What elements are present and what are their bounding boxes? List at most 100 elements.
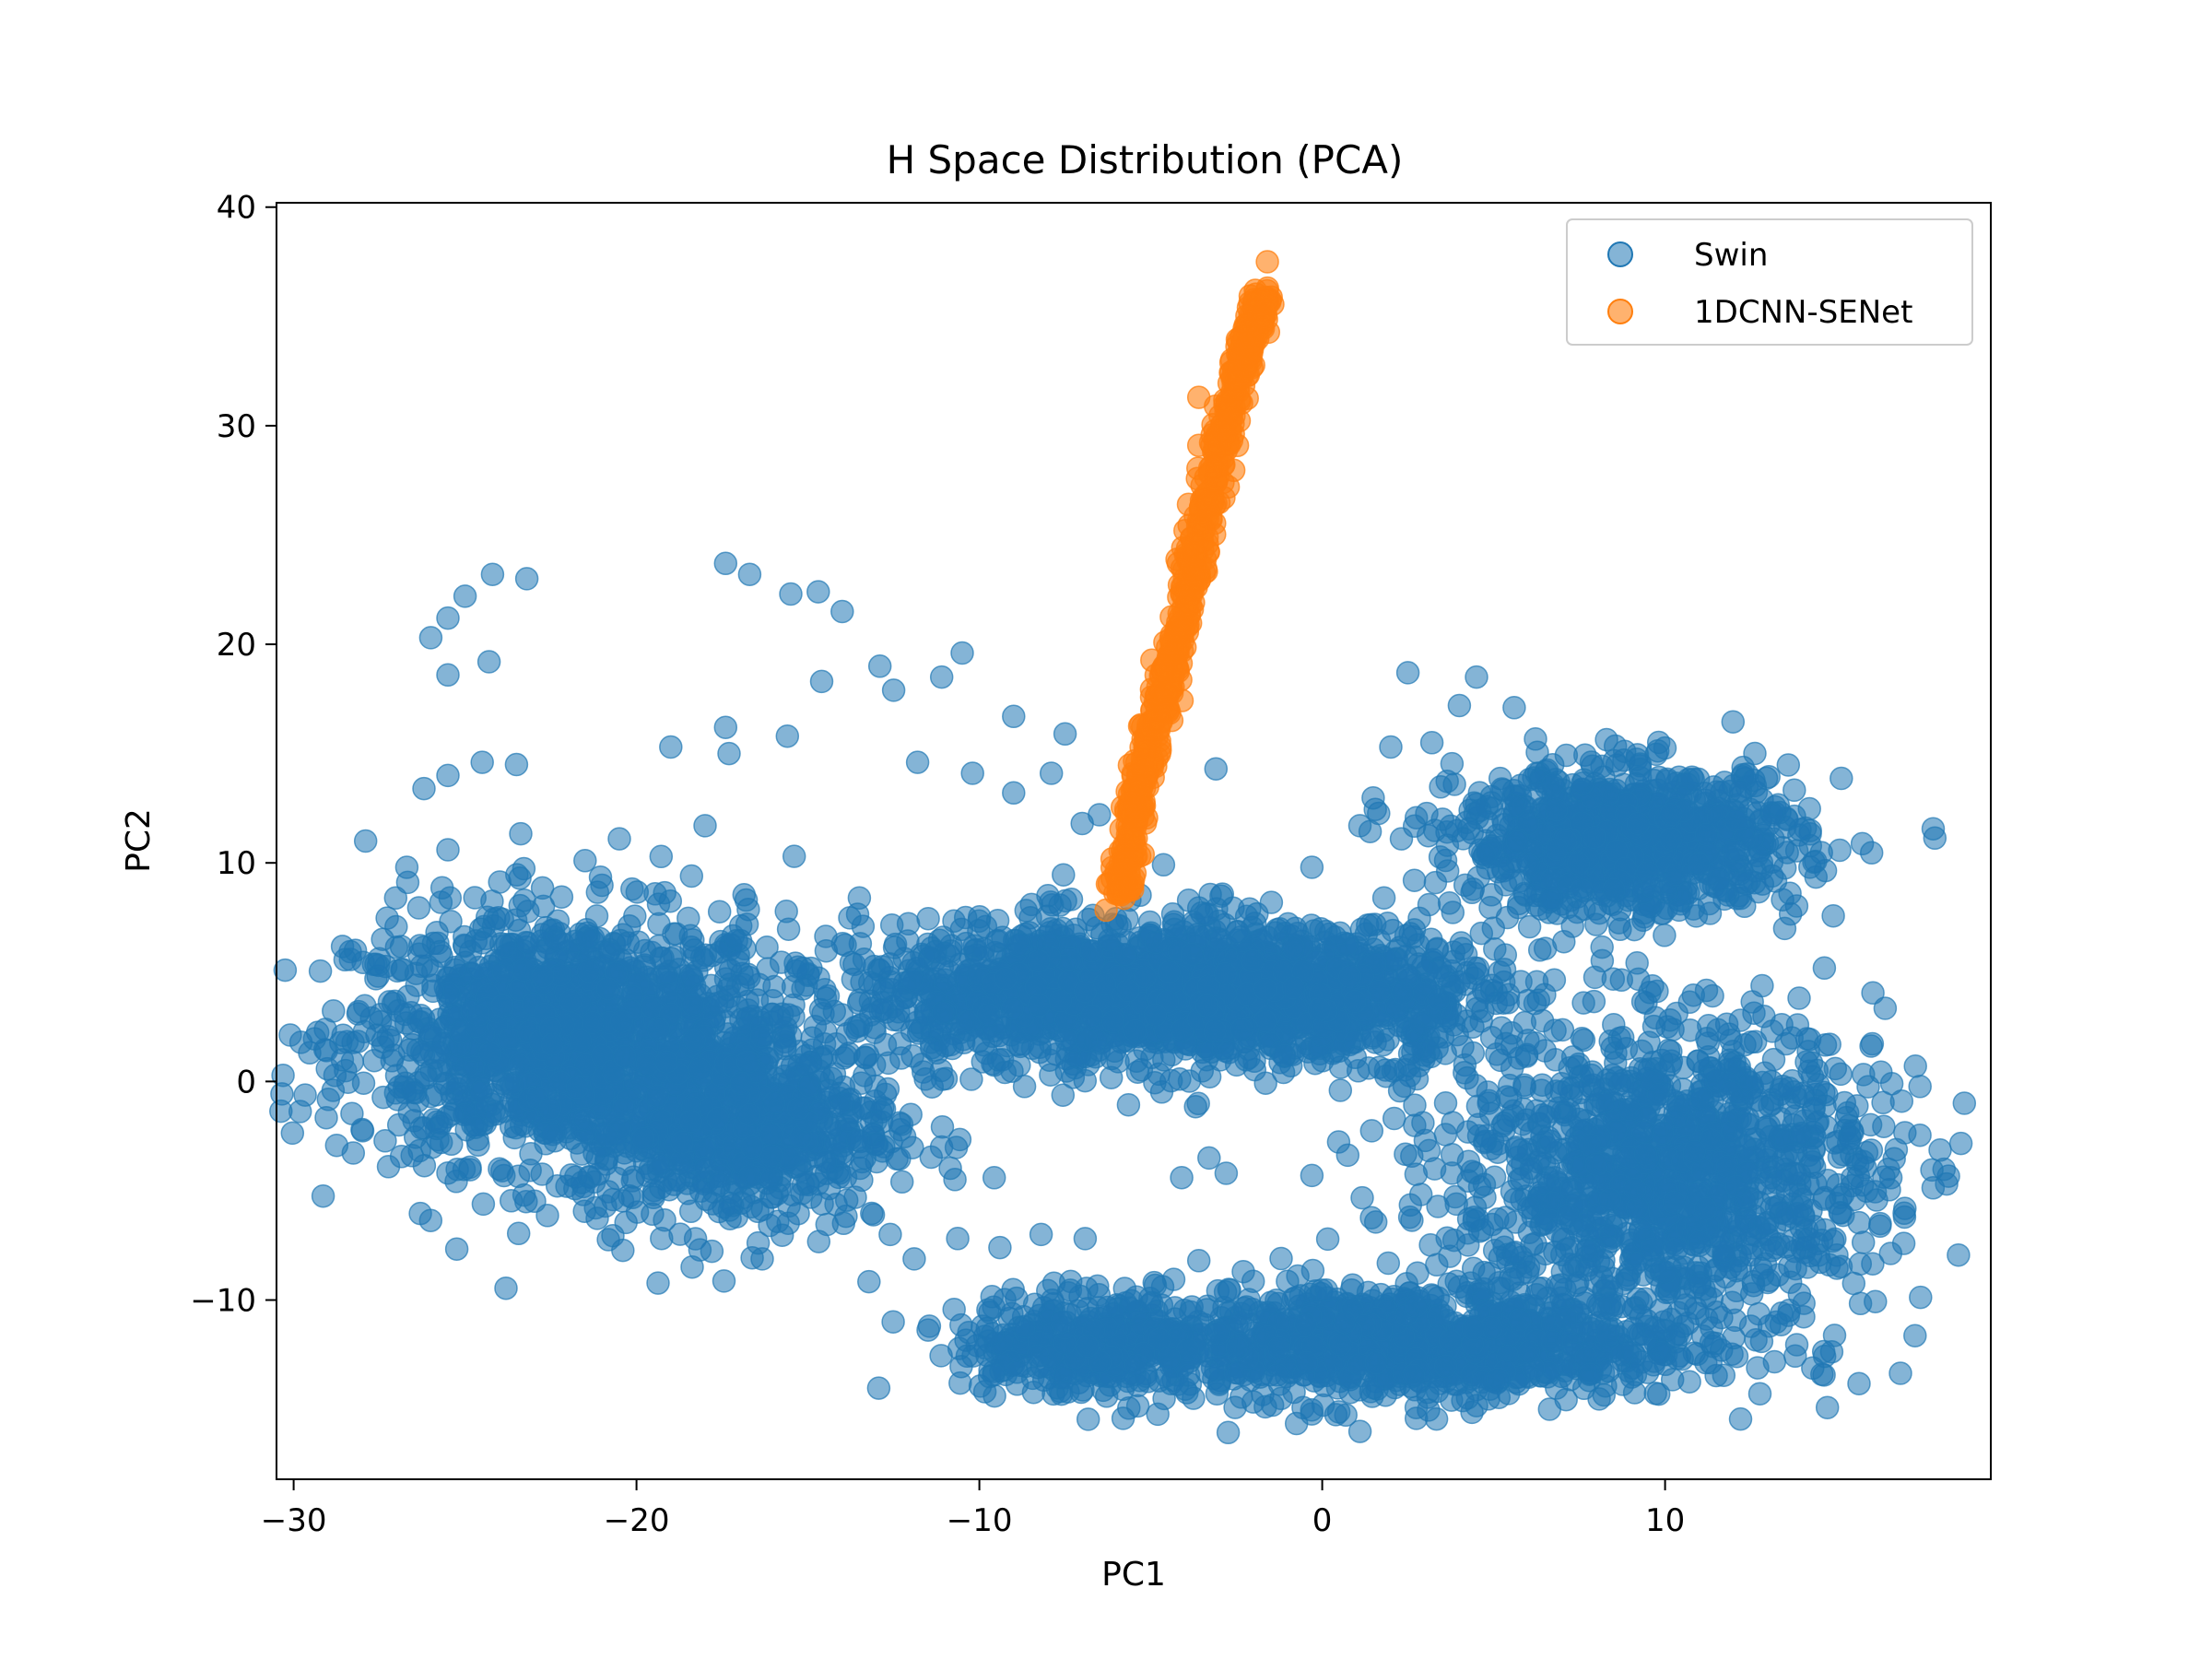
scatter-point-swin: [682, 1028, 707, 1052]
scatter-point-swin: [506, 1221, 531, 1246]
scatter-point-swin: [845, 1128, 870, 1152]
scatter-point-swin: [902, 1247, 926, 1271]
scatter-point-swin: [795, 1171, 819, 1194]
scatter-point-swin: [924, 939, 947, 964]
scatter-point-swin: [774, 900, 798, 924]
scatter-point-swin: [531, 964, 555, 989]
scatter-point-swin: [794, 1053, 818, 1077]
scatter-point-swin: [1433, 1091, 1458, 1115]
scatter-point-swin: [1133, 965, 1157, 989]
scatter-point-swin: [353, 994, 377, 1018]
scatter-point-swin: [1144, 930, 1168, 955]
scatter-point-swin: [870, 1139, 895, 1163]
scatter-point-swin: [1152, 1048, 1176, 1072]
scatter-point-swin: [900, 967, 924, 992]
scatter-point-swin: [1100, 1009, 1125, 1034]
scatter-point-swin: [1194, 994, 1219, 1018]
scatter-point-swin: [1402, 868, 1427, 892]
scatter-point-swin: [412, 1116, 436, 1140]
scatter-point-swin: [770, 1223, 794, 1247]
scatter-point-swin: [1074, 1028, 1099, 1053]
scatter-point-swin: [946, 1227, 970, 1251]
scatter-point-swin: [1417, 892, 1441, 917]
scatter-point-swin: [749, 1024, 774, 1049]
scatter-point-swin: [800, 1026, 825, 1050]
scatter-point-swin: [488, 1157, 512, 1182]
scatter-point-swin: [654, 982, 678, 1006]
scatter-point-swin: [1281, 935, 1305, 959]
scatter-point-swin: [1116, 1092, 1141, 1117]
scatter-point-swin: [653, 1207, 677, 1232]
scatter-point-swin: [1143, 1003, 1168, 1027]
scatter-point-swin: [724, 928, 748, 953]
scatter-point-swin: [1203, 1019, 1227, 1043]
scatter-point-swin: [1014, 899, 1039, 923]
scatter-point-swin: [662, 1172, 687, 1196]
scatter-point-swin: [1012, 1075, 1037, 1099]
scatter-point-swin: [537, 1097, 562, 1121]
scatter-point-swin: [707, 900, 732, 924]
scatter-point-swin: [646, 892, 671, 916]
scatter-point-swin: [308, 959, 333, 983]
scatter-point-swin: [813, 977, 837, 1002]
scatter-point-swin: [389, 1145, 414, 1169]
scatter-point-swin: [726, 949, 750, 974]
scatter-point-swin: [919, 1145, 944, 1170]
scatter-point-swin: [1092, 972, 1117, 996]
scatter-point-swin: [729, 1071, 753, 1096]
scatter-point-swin: [737, 1164, 762, 1188]
scatter-point-swin: [1447, 970, 1471, 994]
scatter-point-swin: [1225, 920, 1250, 944]
scatter-point-swin: [649, 844, 674, 869]
scatter-point-swin: [1048, 988, 1073, 1013]
scatter-point-swin: [1272, 1043, 1297, 1068]
scatter-point-swin: [594, 1124, 618, 1148]
scatter-point-swin: [549, 885, 574, 909]
scatter-point-swin: [1465, 989, 1489, 1013]
scatter-point-swin: [646, 1271, 670, 1295]
scatter-point-swin: [1491, 991, 1515, 1015]
scatter-point-swin: [1923, 826, 1947, 851]
scatter-point-swin: [994, 966, 1018, 991]
scatter-point-swin: [1721, 710, 1746, 734]
scatter-point-swin: [1337, 965, 1362, 989]
scatter-point-swin: [894, 999, 919, 1023]
scatter-point-swin: [740, 1245, 764, 1270]
scatter-point-swin: [1428, 845, 1453, 869]
scatter-point-swin: [853, 1045, 878, 1070]
scatter-point-swin: [654, 1050, 678, 1074]
scatter-point-swin: [860, 996, 885, 1020]
scatter-point-swin: [612, 1096, 636, 1120]
scatter-point-swin: [1307, 997, 1332, 1021]
scatter-point-swin: [1051, 1083, 1076, 1107]
scatter-point-swin: [976, 1003, 1001, 1027]
scatter-point-swin: [863, 1088, 888, 1113]
scatter-point-swin: [586, 1162, 611, 1186]
scatter-point-swin: [1157, 959, 1182, 984]
scatter-point-swin: [1453, 942, 1478, 967]
scatter-point-swin: [541, 1122, 565, 1147]
scatter-point-swin: [494, 1276, 518, 1300]
scatter-point-swin: [425, 920, 449, 945]
scatter-point-swin: [841, 967, 865, 992]
scatter-point-swin: [1776, 753, 1801, 777]
scatter-point-swin: [982, 1166, 1006, 1190]
scatter-point-swin: [512, 1182, 536, 1207]
scatter-point-swin: [477, 1041, 502, 1065]
scatter-point-swin: [559, 988, 582, 1013]
scatter-point-swin: [362, 1048, 386, 1073]
scatter-point-swin: [1778, 881, 1802, 906]
scatter-point-swin: [565, 1075, 589, 1100]
scatter-point-swin: [324, 1133, 349, 1158]
scatter-point-swin: [573, 1107, 597, 1132]
scatter-point-swin: [1821, 903, 1845, 928]
scatter-point-swin: [759, 1167, 783, 1192]
scatter-point-swin: [1253, 977, 1277, 1001]
scatter-point-swin: [572, 1199, 596, 1223]
scatter-point-swin: [817, 1078, 841, 1103]
scatter-point-swin: [834, 1188, 859, 1212]
scatter-point-swin: [1281, 976, 1306, 1000]
scatter-point-swin: [735, 1050, 760, 1074]
scatter-point-swin: [1198, 882, 1222, 907]
scatter-point-swin: [421, 979, 445, 1004]
